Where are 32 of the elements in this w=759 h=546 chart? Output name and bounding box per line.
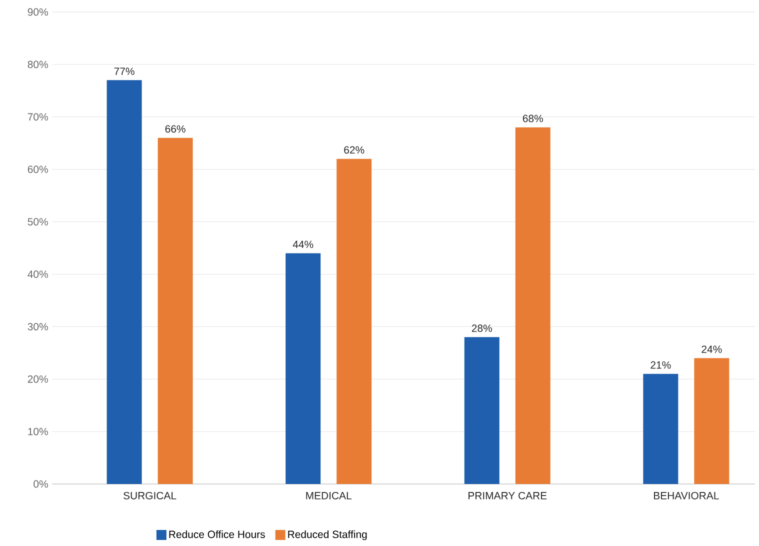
y-tick-label: 80% xyxy=(28,60,48,68)
x-tick-label: BEHAVIORAL xyxy=(654,492,719,500)
x-tick-label: SURGICAL xyxy=(124,492,176,500)
y-tick-label: 30% xyxy=(28,322,48,330)
y-tick-label: 50% xyxy=(28,218,48,226)
bar xyxy=(286,253,321,484)
y-tick-label: 10% xyxy=(28,428,48,436)
data-label: 28% xyxy=(472,324,492,332)
data-label: 21% xyxy=(650,361,671,369)
bar xyxy=(694,358,730,484)
bar xyxy=(336,158,372,484)
legend-label: Reduce Office Hours xyxy=(169,530,265,538)
data-label: 62% xyxy=(344,146,364,154)
bar xyxy=(643,374,678,484)
x-tick-label: PRIMARY CARE xyxy=(468,492,547,500)
y-tick-label: 70% xyxy=(28,113,48,121)
legend-label: Reduced Staffing xyxy=(288,530,367,540)
data-label: 66% xyxy=(165,125,186,133)
bar xyxy=(106,80,142,484)
x-tick-label: MEDICAL xyxy=(306,492,352,500)
y-tick-label: 60% xyxy=(28,166,48,174)
data-label: 68% xyxy=(522,114,543,122)
bar xyxy=(464,337,500,484)
bar xyxy=(158,138,193,484)
bar xyxy=(515,127,550,484)
y-tick-label: 40% xyxy=(28,270,48,278)
data-label: 24% xyxy=(702,346,722,353)
y-tick-label: 90% xyxy=(28,8,48,16)
y-tick-label: 20% xyxy=(28,375,48,383)
y-tick-label: 0% xyxy=(34,480,48,488)
data-label: 77% xyxy=(114,68,134,75)
data-label: 44% xyxy=(292,240,314,248)
